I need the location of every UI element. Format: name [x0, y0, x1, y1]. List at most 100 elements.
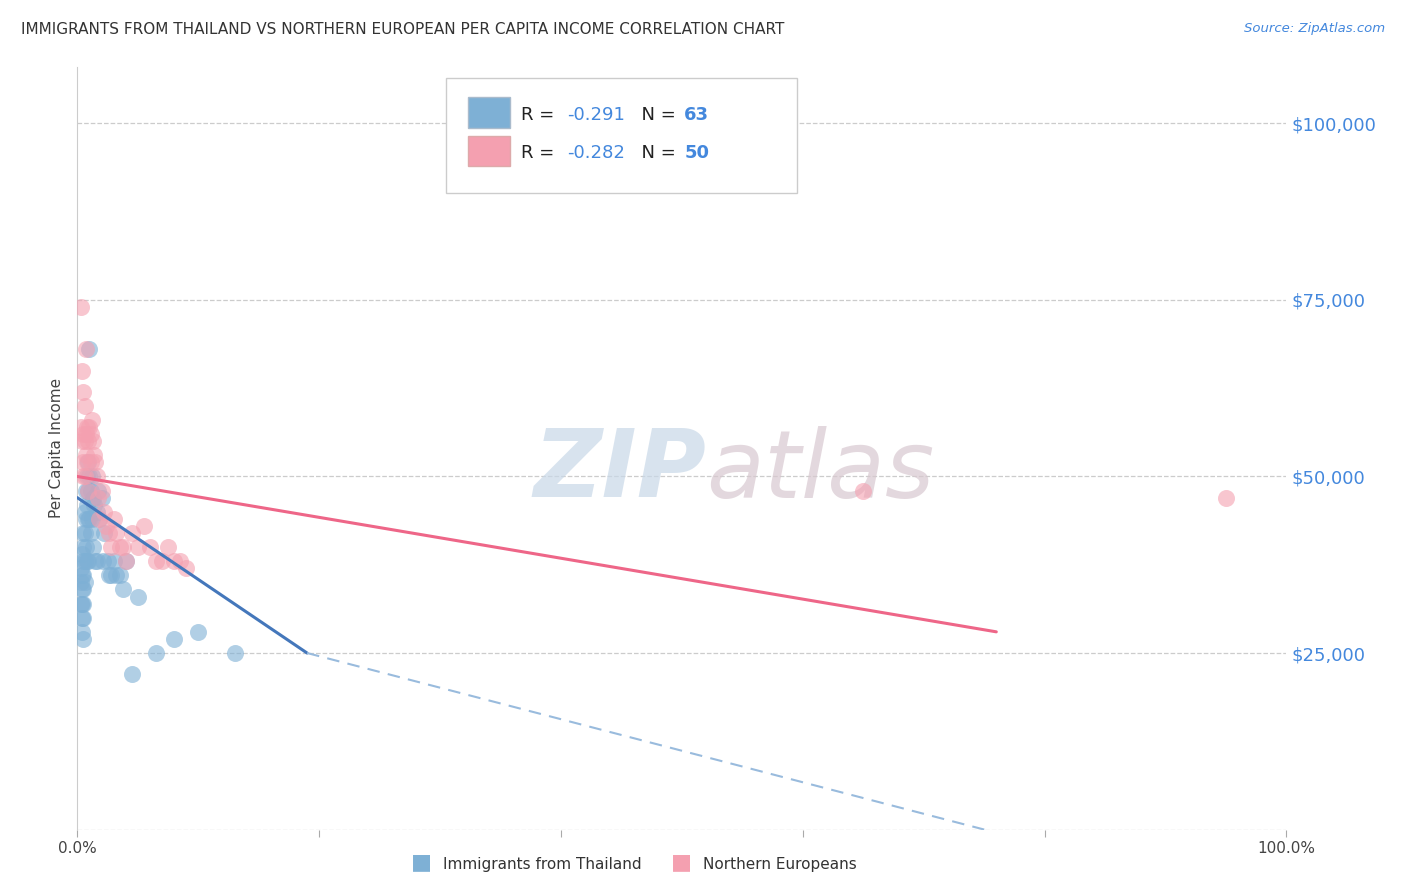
Point	[73, 399, 96, 413]
Point	[97, 568, 120, 582]
Point	[121, 667, 143, 681]
Point	[75, 448, 97, 462]
Point	[72, 582, 94, 597]
Point	[145, 554, 167, 568]
Point	[80, 413, 103, 427]
Point	[73, 505, 96, 519]
Point	[87, 483, 110, 498]
Point	[79, 525, 101, 540]
Point	[80, 512, 103, 526]
Point	[77, 434, 100, 449]
Point	[163, 554, 186, 568]
Point	[76, 455, 98, 469]
Point	[87, 512, 110, 526]
Point	[96, 519, 118, 533]
Point	[70, 300, 93, 314]
Point	[100, 568, 122, 582]
Point	[187, 624, 209, 639]
Point	[82, 491, 104, 505]
Point	[145, 646, 167, 660]
Text: ZIP: ZIP	[533, 425, 706, 517]
Point	[75, 540, 97, 554]
Text: Northern Europeans: Northern Europeans	[703, 857, 856, 872]
Point	[79, 427, 101, 442]
Point	[121, 525, 143, 540]
Point	[70, 610, 93, 624]
Text: Immigrants from Thailand: Immigrants from Thailand	[443, 857, 641, 872]
Point	[90, 483, 112, 498]
Point	[169, 554, 191, 568]
Point	[139, 540, 162, 554]
Point	[70, 568, 93, 582]
Point	[79, 483, 101, 498]
Point	[72, 554, 94, 568]
Point	[87, 491, 110, 505]
Text: R =: R =	[522, 106, 560, 124]
Point	[150, 554, 173, 568]
Point	[70, 582, 93, 597]
Point	[105, 525, 128, 540]
Text: -0.282: -0.282	[567, 145, 624, 162]
Point	[112, 582, 135, 597]
Point	[86, 505, 108, 519]
Point	[70, 420, 93, 434]
Point	[77, 512, 100, 526]
Point	[72, 525, 94, 540]
Point	[76, 554, 98, 568]
Point	[132, 519, 155, 533]
Point	[72, 610, 94, 624]
Point	[79, 343, 101, 357]
Point	[82, 540, 104, 554]
Point	[82, 434, 104, 449]
Text: 50: 50	[685, 145, 710, 162]
Point	[72, 455, 94, 469]
FancyBboxPatch shape	[468, 97, 510, 128]
Point	[852, 483, 875, 498]
Point	[75, 483, 97, 498]
Point	[90, 491, 112, 505]
Text: N =: N =	[630, 106, 682, 124]
Point	[96, 554, 118, 568]
Point	[77, 455, 100, 469]
Point	[103, 512, 125, 526]
Point	[75, 427, 97, 442]
Point	[72, 597, 94, 611]
Point	[75, 512, 97, 526]
Point	[108, 568, 131, 582]
Point	[163, 632, 186, 646]
Point	[70, 547, 93, 561]
FancyBboxPatch shape	[446, 78, 797, 193]
Point	[87, 512, 110, 526]
Point	[86, 469, 108, 483]
Point	[72, 469, 94, 483]
Point	[72, 427, 94, 442]
Point	[105, 568, 128, 582]
Text: Source: ZipAtlas.com: Source: ZipAtlas.com	[1244, 22, 1385, 36]
Point	[70, 597, 93, 611]
Point	[73, 554, 96, 568]
Point	[79, 469, 101, 483]
Point	[77, 554, 100, 568]
Point	[72, 632, 94, 646]
Point	[93, 505, 115, 519]
Point	[84, 554, 107, 568]
Point	[83, 448, 105, 462]
Point	[224, 646, 246, 660]
Point	[76, 420, 98, 434]
Point	[157, 540, 180, 554]
Point	[70, 561, 93, 575]
Point	[73, 434, 96, 449]
Text: N =: N =	[630, 145, 682, 162]
Text: atlas: atlas	[706, 425, 935, 516]
Text: IMMIGRANTS FROM THAILAND VS NORTHERN EUROPEAN PER CAPITA INCOME CORRELATION CHAR: IMMIGRANTS FROM THAILAND VS NORTHERN EUR…	[21, 22, 785, 37]
Point	[112, 540, 135, 554]
Point	[114, 554, 136, 568]
Point	[86, 554, 108, 568]
Point	[72, 384, 94, 399]
Point	[76, 469, 98, 483]
Point	[103, 554, 125, 568]
Point	[84, 455, 107, 469]
Point	[127, 540, 149, 554]
Point	[83, 498, 105, 512]
Point	[114, 554, 136, 568]
